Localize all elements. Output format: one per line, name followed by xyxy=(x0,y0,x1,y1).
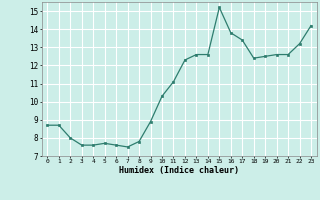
X-axis label: Humidex (Indice chaleur): Humidex (Indice chaleur) xyxy=(119,166,239,175)
